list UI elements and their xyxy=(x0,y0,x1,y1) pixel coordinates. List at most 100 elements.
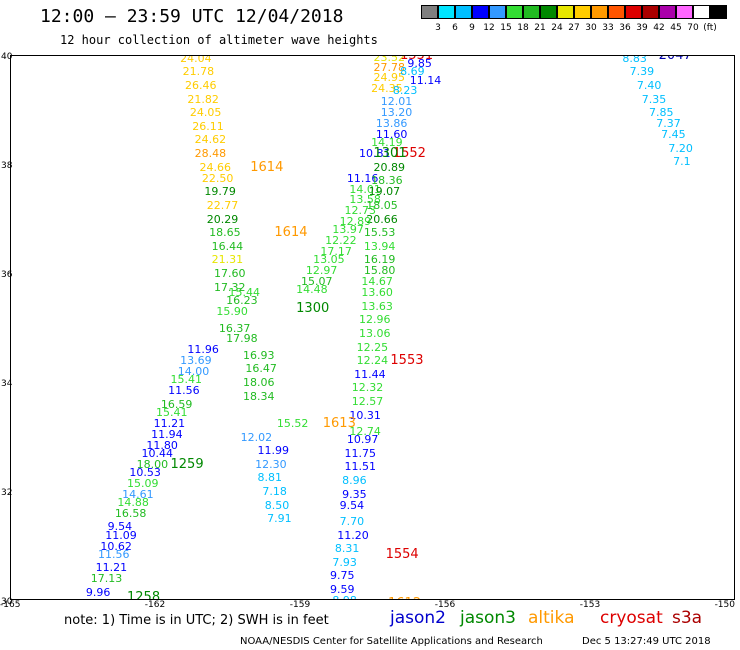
wave-height-value: 7.40 xyxy=(636,78,662,92)
wave-height-value: 11.09 xyxy=(105,528,137,542)
wave-height-value: 18.36 xyxy=(371,174,403,188)
colorbar-swatch xyxy=(710,5,727,19)
x-tick-label: -150 xyxy=(714,600,735,610)
colorbar-swatch xyxy=(489,5,506,19)
footer-timestamp: Dec 5 13:27:49 UTC 2018 xyxy=(582,636,711,647)
wave-height-value: 14.61 xyxy=(122,487,154,501)
wave-height-value: 17.32 xyxy=(214,280,246,294)
wave-height-value: 20.66 xyxy=(366,212,398,226)
wave-height-value: 15.09 xyxy=(127,476,159,490)
wave-height-value: 12.32 xyxy=(351,381,384,395)
wave-height-value: 9.75 xyxy=(330,569,355,583)
wave-height-value: 16.59 xyxy=(160,397,193,411)
map-title: 12:00 – 23:59 UTC 12/04/2018 xyxy=(40,6,344,27)
colorbar-swatch xyxy=(472,5,489,19)
wave-height-value: 16.58 xyxy=(114,506,147,520)
y-tick-label: 34 xyxy=(1,379,13,389)
wave-height-value: 13.20 xyxy=(380,106,413,120)
wave-height-value: 13.05 xyxy=(313,253,345,267)
wave-height-value: 14.88 xyxy=(117,495,149,509)
wave-height-value: 24.05 xyxy=(189,106,222,120)
wave-height-value: 10.31 xyxy=(349,408,381,422)
wave-height-value: 12.97 xyxy=(305,264,338,278)
wave-height-value: 18.05 xyxy=(366,198,398,212)
colorbar-label: 15 xyxy=(500,23,512,33)
wave-height-value: 22.50 xyxy=(201,171,234,185)
wave-height-value: 11.75 xyxy=(344,446,377,460)
pass-time-label: 1553 xyxy=(390,353,424,369)
satellite-legend-altika: altika xyxy=(528,608,575,628)
wave-height-value: 11.20 xyxy=(337,528,369,542)
pass-time-label: 1300 xyxy=(296,301,330,317)
pass-time-label: 1552 xyxy=(392,146,426,162)
footer-credit: NOAA/NESDIS Center for Satellite Applica… xyxy=(240,636,543,647)
wave-height-value: 16.19 xyxy=(363,253,396,267)
colorbar-label: 36 xyxy=(619,23,631,33)
x-tick-label: -165 xyxy=(0,600,21,610)
wave-height-value: 8.81 xyxy=(257,471,283,485)
pass-time-label: 1551 xyxy=(400,55,434,63)
wave-height-value: 17.98 xyxy=(226,332,258,346)
pass-time-label: 1612 xyxy=(388,597,421,599)
wave-height-value: 16.47 xyxy=(245,362,277,376)
wave-height-value: 19.07 xyxy=(368,185,401,199)
wave-height-value: 14.01 xyxy=(349,182,381,196)
wave-height-value: 16.44 xyxy=(211,239,244,253)
wave-height-value: 19.79 xyxy=(204,185,236,199)
colorbar-swatch xyxy=(438,5,455,19)
wave-height-value: 8.23 xyxy=(392,84,418,98)
colorbar-swatch xyxy=(591,5,608,19)
satellite-legend-s3a: s3a xyxy=(672,608,703,628)
wave-height-value: 24.04 xyxy=(180,55,212,65)
colorbar-label: 9 xyxy=(469,23,475,33)
wave-height-value: 11.99 xyxy=(257,444,290,458)
satellite-legend-cryosat: cryosat xyxy=(600,608,663,628)
wave-height-value: 12.57 xyxy=(351,395,384,409)
wave-height-value: 8.69 xyxy=(400,65,425,79)
wave-height-value: 13.69 xyxy=(180,354,212,368)
colorbar-label: 70 xyxy=(687,23,699,33)
colorbar-swatch xyxy=(659,5,676,19)
wave-height-value: 12.25 xyxy=(356,340,389,354)
wave-height-value: 14.00 xyxy=(177,365,210,379)
pass-time-label: 2047 xyxy=(658,55,692,63)
wave-height-value: 11.44 xyxy=(354,367,386,381)
wave-height-value: 9.54 xyxy=(107,520,133,534)
satellite-legend-jason3: jason3 xyxy=(460,608,516,628)
colorbar-swatch xyxy=(676,5,693,19)
wave-height-value: 12.02 xyxy=(240,430,273,444)
wave-height-value: 11.14 xyxy=(409,73,442,87)
wave-height-value: 13.63 xyxy=(361,299,393,313)
colorbar-swatch xyxy=(642,5,659,19)
wave-height-value: 10.97 xyxy=(346,433,379,447)
colorbar-swatch xyxy=(540,5,557,19)
wave-height-value: 18.06 xyxy=(243,376,275,389)
wave-height-value: 16.23 xyxy=(226,294,258,308)
colorbar-label: 21 xyxy=(534,23,546,33)
wave-height-value: 17.13 xyxy=(90,572,123,586)
pass-time-label: 1614 xyxy=(274,225,308,241)
wave-height-value: 17.17 xyxy=(320,245,352,259)
wave-height-value: 7.45 xyxy=(661,128,686,142)
colorbar-swatch xyxy=(421,5,438,19)
pass-time-label: 1614 xyxy=(250,159,284,175)
wave-height-value: 11.56 xyxy=(98,547,130,561)
wave-height-value: 7.35 xyxy=(641,92,667,106)
wave-height-value: 26.46 xyxy=(185,78,217,92)
wave-height-value: 7.18 xyxy=(262,485,287,498)
wave-height-value: 11.80 xyxy=(146,438,178,452)
wave-height-value: 8.83 xyxy=(622,55,647,65)
wave-height-value: 24.95 xyxy=(373,70,406,84)
wave-height-value: 13.94 xyxy=(363,239,396,253)
wave-height-value: 7.39 xyxy=(629,65,655,79)
satellite-legend-jason2: jason2 xyxy=(390,608,446,628)
wave-height-value: 12.22 xyxy=(325,234,357,248)
wave-height-value: 15.41 xyxy=(170,373,203,387)
x-tick-label: -156 xyxy=(434,600,456,610)
wave-height-value: 8.03 xyxy=(84,598,109,599)
x-tick-label: -162 xyxy=(144,600,166,610)
wave-height-value: 18.00 xyxy=(136,457,169,471)
wave-height-value: 13.58 xyxy=(349,193,381,207)
wave-height-value: 20.29 xyxy=(206,212,239,226)
pass-time-label: 1259 xyxy=(170,456,204,472)
